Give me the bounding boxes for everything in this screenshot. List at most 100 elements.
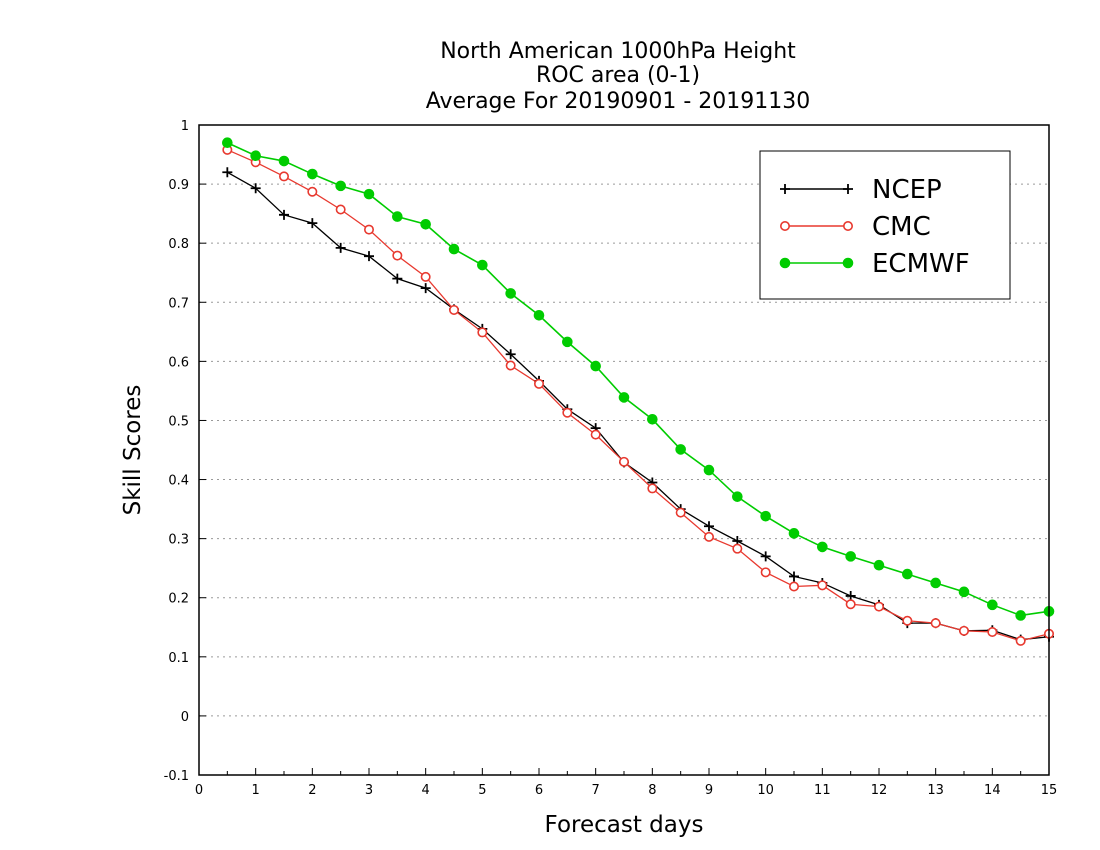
legend-marker bbox=[842, 221, 853, 232]
data-point bbox=[420, 283, 431, 294]
data-point bbox=[958, 586, 970, 598]
data-point bbox=[477, 327, 488, 338]
data-point bbox=[392, 211, 403, 222]
x-tick-label: 4 bbox=[422, 783, 430, 798]
y-axis-label: Skill Scores bbox=[120, 385, 146, 516]
data-point bbox=[873, 559, 885, 571]
series-ecmwf bbox=[222, 137, 1055, 621]
data-point bbox=[222, 167, 233, 178]
data-point bbox=[902, 615, 913, 626]
legend-label: ECMWF bbox=[872, 249, 970, 279]
y-tick-label: 0.3 bbox=[168, 533, 189, 548]
data-point bbox=[732, 543, 743, 554]
data-point bbox=[278, 171, 289, 182]
legend-item-ecmwf: ECMWF bbox=[779, 249, 970, 279]
legend: NCEP CMC ECMWF bbox=[759, 150, 1011, 300]
title-line-2: ROC area (0-1) bbox=[536, 63, 700, 88]
data-point bbox=[363, 224, 374, 235]
data-point bbox=[448, 243, 460, 255]
x-tick-label: 2 bbox=[308, 783, 316, 798]
data-point bbox=[760, 551, 771, 562]
data-point bbox=[845, 551, 856, 562]
y-axis: 1 0.9 0.8 0.7 0.6 0.5 0.4 0.3 0.2 0.1 0 -0.1 bbox=[164, 119, 206, 784]
data-point bbox=[760, 567, 771, 578]
x-tick-label: 15 bbox=[1041, 783, 1058, 798]
data-point bbox=[647, 413, 658, 425]
data-point bbox=[873, 601, 884, 612]
data-point bbox=[448, 304, 459, 315]
x-tick-label: 11 bbox=[814, 783, 831, 798]
data-point bbox=[335, 204, 346, 215]
y-tick-label: 0.4 bbox=[168, 474, 189, 489]
y-tick-label: 1 bbox=[181, 119, 189, 134]
x-axis-label: Forecast days bbox=[545, 812, 704, 838]
legend-label: CMC bbox=[872, 212, 931, 242]
data-point bbox=[788, 581, 799, 592]
legend-item-cmc: CMC bbox=[779, 212, 931, 242]
y-tick-label: -0.1 bbox=[164, 769, 189, 784]
x-tick-label: 0 bbox=[195, 783, 203, 798]
data-point bbox=[817, 580, 828, 591]
x-axis: 0 1 2 3 4 5 6 7 8 9 10 11 12 13 14 15 bbox=[195, 768, 1057, 798]
data-point bbox=[703, 531, 714, 542]
y-tick-label: 0 bbox=[181, 710, 189, 725]
data-point bbox=[307, 218, 318, 229]
data-point bbox=[533, 309, 545, 321]
data-point bbox=[788, 528, 800, 539]
x-tick-label: 8 bbox=[648, 783, 656, 798]
y-tick-label: 0.1 bbox=[168, 651, 189, 666]
data-point bbox=[590, 429, 601, 440]
data-point bbox=[789, 571, 799, 582]
data-point bbox=[392, 250, 403, 261]
legend-item-ncep: NCEP bbox=[780, 175, 942, 205]
legend-marker bbox=[779, 257, 791, 269]
data-point bbox=[1015, 610, 1026, 621]
legend-marker bbox=[779, 221, 790, 232]
data-point bbox=[533, 378, 544, 389]
data-point bbox=[704, 521, 714, 532]
data-point bbox=[505, 360, 516, 371]
data-point bbox=[902, 568, 913, 580]
legend-marker bbox=[780, 184, 790, 194]
data-point bbox=[845, 599, 856, 610]
chart-title: North American 1000hPa Height ROC area (… bbox=[426, 39, 811, 114]
data-point bbox=[703, 464, 715, 476]
data-point bbox=[420, 271, 431, 282]
x-tick-label: 12 bbox=[871, 783, 888, 798]
data-point bbox=[647, 483, 658, 494]
title-line-3: Average For 20190901 - 20191130 bbox=[426, 89, 811, 114]
data-point bbox=[335, 180, 346, 192]
data-point bbox=[222, 137, 233, 149]
legend-marker bbox=[842, 257, 854, 269]
y-tick-label: 0.7 bbox=[168, 296, 189, 311]
data-point bbox=[675, 507, 686, 518]
x-tick-label: 7 bbox=[592, 783, 600, 798]
data-point bbox=[590, 360, 601, 372]
legend-label: NCEP bbox=[872, 175, 942, 205]
data-point bbox=[279, 209, 289, 220]
data-point bbox=[335, 242, 346, 253]
data-point bbox=[958, 625, 969, 636]
x-tick-label: 3 bbox=[365, 783, 373, 798]
series-cmc bbox=[222, 144, 1055, 646]
data-point bbox=[420, 218, 431, 230]
y-tick-label: 0.6 bbox=[168, 355, 189, 370]
x-tick-label: 9 bbox=[705, 783, 713, 798]
series-layer bbox=[222, 137, 1055, 646]
y-tick-label: 0.9 bbox=[168, 178, 189, 193]
y-tick-label: 0.2 bbox=[168, 592, 189, 607]
data-point bbox=[250, 183, 261, 194]
x-tick-label: 13 bbox=[927, 783, 944, 798]
data-point bbox=[392, 273, 403, 284]
x-tick-label: 14 bbox=[984, 783, 1001, 798]
data-point bbox=[363, 188, 375, 200]
data-point bbox=[1015, 635, 1026, 646]
data-point bbox=[987, 599, 998, 611]
x-tick-label: 5 bbox=[478, 783, 486, 798]
data-point bbox=[562, 336, 573, 348]
data-point bbox=[930, 577, 941, 589]
x-tick-label: 1 bbox=[252, 783, 260, 798]
data-point bbox=[250, 150, 261, 162]
data-point bbox=[618, 456, 629, 467]
